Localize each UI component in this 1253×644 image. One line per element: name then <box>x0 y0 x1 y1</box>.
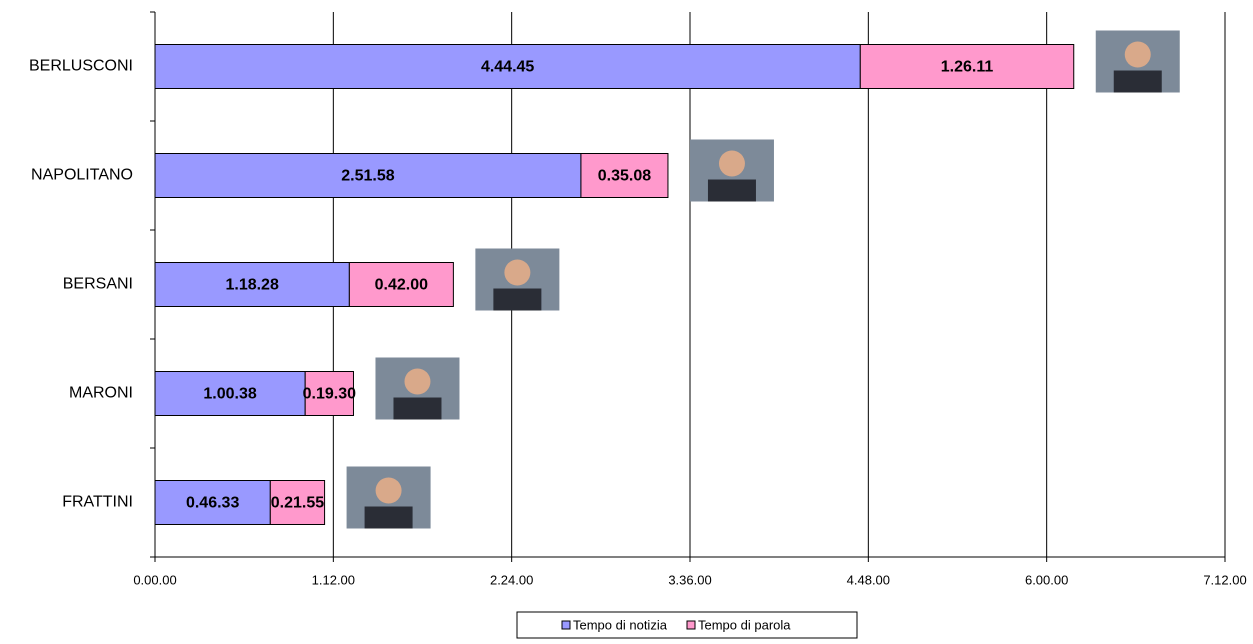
x-tick-label: 0.00.00 <box>133 572 176 587</box>
bar <box>154 371 306 416</box>
x-tick-label: 2.24.00 <box>490 572 533 587</box>
photo-face <box>718 150 745 177</box>
data-label: 1.26.11 <box>941 59 994 76</box>
y-tick-label: BERSANI <box>63 276 133 293</box>
photo-face <box>375 477 402 504</box>
bar <box>304 371 354 416</box>
x-tick-label: 1.12.00 <box>312 572 355 587</box>
y-tick-label: MARONI <box>69 385 133 402</box>
photo-suit <box>393 397 442 420</box>
legend-label: Tempo di notizia <box>573 617 668 632</box>
bar <box>580 153 669 198</box>
data-label: 0.21.55 <box>271 495 324 512</box>
photo-suit <box>707 179 756 202</box>
x-tick-label: 7.12.00 <box>1203 572 1246 587</box>
data-label: 2.51.58 <box>341 168 394 185</box>
y-tick-label: NAPOLITANO <box>31 167 133 184</box>
data-label: 0.46.33 <box>186 495 239 512</box>
data-label: 0.42.00 <box>375 277 428 294</box>
bar <box>154 262 350 307</box>
x-tick-label: 3.36.00 <box>668 572 711 587</box>
photo-face <box>504 259 531 286</box>
bar <box>154 153 582 198</box>
data-label: 0.35.08 <box>598 168 651 185</box>
data-label: 0.19.30 <box>303 386 356 403</box>
photo-suit <box>364 506 413 529</box>
y-tick-label: BERLUSCONI <box>29 58 133 75</box>
bar <box>154 480 271 525</box>
legend-swatch <box>561 620 571 630</box>
y-tick-label: FRATTINI <box>62 494 133 511</box>
data-label: 4.44.45 <box>481 59 534 76</box>
photo-face <box>1124 41 1151 68</box>
bar <box>859 44 1075 89</box>
x-tick-label: 6.00.00 <box>1025 572 1068 587</box>
legend-swatch <box>686 620 696 630</box>
photo-suit <box>493 288 542 311</box>
data-label: 1.18.28 <box>225 277 278 294</box>
x-tick-label: 4.48.00 <box>847 572 890 587</box>
photo-face <box>404 368 431 395</box>
photo-suit <box>1113 70 1162 93</box>
bar <box>269 480 326 525</box>
data-label: 1.00.38 <box>203 386 256 403</box>
legend-label: Tempo di parola <box>698 617 791 632</box>
bar <box>348 262 454 307</box>
